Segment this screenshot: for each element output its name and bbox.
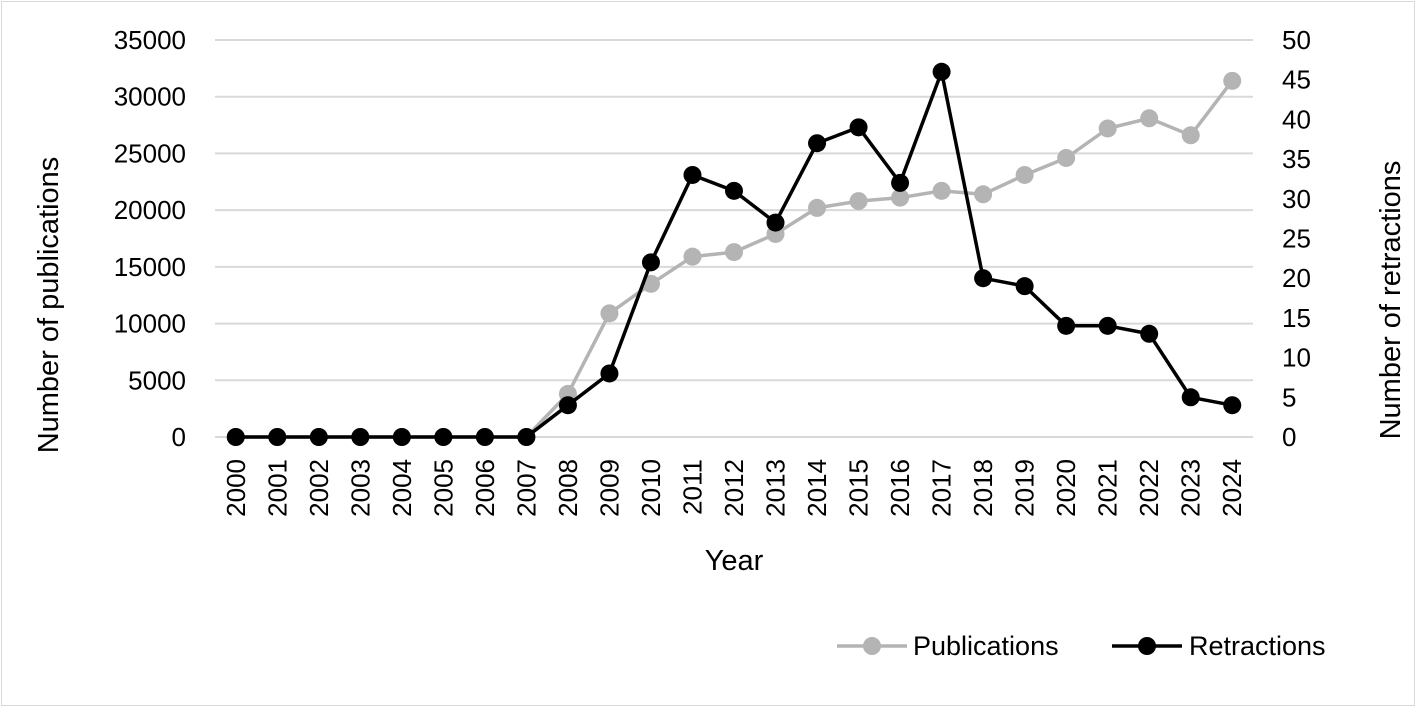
publications-point [808,198,827,217]
x-tick-label: 2003 [345,459,375,517]
x-tick-label: 2004 [387,459,417,517]
publications-point [1223,71,1242,90]
y2-tick-label: 10 [1282,343,1311,373]
retractions-point [517,428,536,446]
publications-point [1181,126,1200,145]
retractions-point [1223,396,1242,415]
x-tick-label: 2006 [470,459,500,517]
x-tick-label: 2005 [428,459,458,517]
y2-tick-label: 45 [1282,65,1311,95]
x-tick-label: 2011 [677,459,707,515]
retractions-point [600,364,619,383]
publications-point [1098,119,1117,138]
y-tick-label: 30000 [114,82,186,112]
y2-tick-label: 40 [1282,104,1311,134]
retractions-point [932,62,951,81]
publications-point [849,192,868,211]
x-tick-label: 2016 [885,459,915,517]
x-tick-label: 2000 [221,459,251,517]
x-axis-ticks: 2000 2001 2002 2003 2004 2005 2006 2007 2008 2009… [221,459,1247,517]
publications-point [725,243,743,262]
y2-tick-label: 25 [1282,224,1311,254]
publications-point [600,304,619,323]
y-axis-ticks: 0 5000 10000 15000 20000 25000 30000 35000 [114,25,186,452]
y2-tick-label: 20 [1282,263,1311,293]
x-tick-label: 2022 [1134,459,1164,517]
retractions-point [849,118,868,137]
retractions-point [1140,324,1159,343]
retractions-point [1098,316,1117,335]
retractions-point [226,428,245,446]
x-tick-label: 2013 [761,459,791,517]
x-tick-label: 2018 [968,459,998,517]
x-tick-label: 2008 [553,459,583,517]
publications-point [1015,165,1034,184]
x-tick-label: 2001 [262,459,292,517]
y-tick-label: 15000 [114,252,186,282]
publications-point [932,181,951,200]
legend-retractions-marker [1138,637,1156,655]
retractions-point [683,165,702,184]
legend-publications-label: Publications [913,631,1059,661]
y2-tick-label: 15 [1282,303,1311,333]
retractions-point [808,134,827,153]
y2-tick-label: 0 [1282,422,1296,452]
x-tick-label: 2012 [719,459,749,517]
retractions-point [434,428,453,446]
y-tick-label: 25000 [114,138,186,168]
x-tick-label: 2019 [1010,459,1040,517]
retractions-point [475,428,494,446]
publications-point [1057,148,1076,167]
x-axis-title: Year [705,545,764,577]
x-tick-label: 2014 [802,459,832,517]
retractions-point [1181,388,1200,407]
retractions-point [392,428,411,446]
x-tick-label: 2015 [844,459,874,517]
legend: Publications Retractions [837,631,1326,661]
publications-point [891,188,910,207]
x-tick-label: 2017 [927,459,957,517]
y-tick-label: 35000 [114,25,186,55]
retractions-point [725,181,743,200]
retractions-point [309,428,328,446]
y-axis-title: Number of publications [33,157,65,454]
publications-point [683,247,702,266]
publications-point [974,185,993,204]
retractions-point [268,428,287,446]
x-tick-label: 2009 [594,459,624,517]
y2-axis-ticks: 0 5 10 15 20 25 30 35 40 45 50 [1282,25,1311,452]
x-tick-label: 2002 [304,459,334,517]
legend-publications-marker [863,637,881,655]
y2-tick-label: 30 [1282,184,1311,214]
y-tick-label: 10000 [114,309,186,339]
y2-axis-title: Number of retractions [1375,161,1407,440]
retractions-point [766,213,785,232]
y2-tick-label: 50 [1282,25,1311,55]
y2-tick-label: 35 [1282,144,1311,174]
retractions-point [1057,316,1076,335]
retractions-point [891,173,910,192]
series-layer [226,62,1242,446]
x-tick-label: 2010 [636,459,666,517]
y-tick-label: 5000 [128,365,186,395]
publications-point [1140,109,1159,128]
retractions-point [641,253,660,272]
x-tick-label: 2023 [1176,459,1206,517]
retractions-point [351,428,370,446]
retractions-point [558,396,577,415]
retractions-point [974,269,993,288]
x-tick-label: 2007 [511,459,541,517]
y-tick-label: 20000 [114,195,186,225]
x-tick-label: 2021 [1093,459,1123,517]
x-tick-label: 2020 [1051,459,1081,517]
legend-retractions-label: Retractions [1189,631,1326,661]
gridlines [215,39,1253,438]
y-tick-label: 0 [172,422,186,452]
retractions-point [1015,277,1034,296]
y2-tick-label: 5 [1282,382,1296,412]
x-tick-label: 2024 [1217,459,1247,517]
